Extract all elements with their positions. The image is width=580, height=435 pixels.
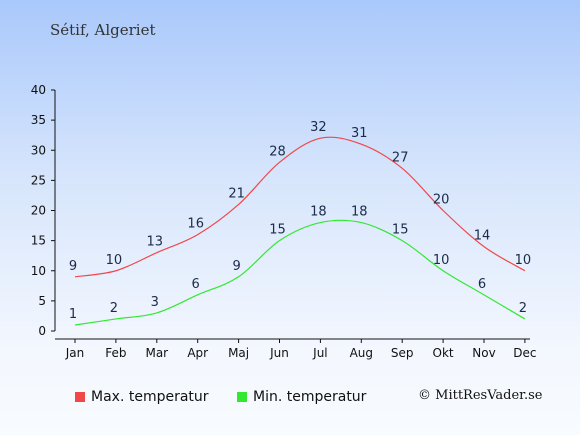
data-label-min: 6 xyxy=(478,277,486,292)
data-label-max: 14 xyxy=(474,229,491,244)
data-label-max: 9 xyxy=(69,259,77,274)
data-label-max: 28 xyxy=(269,144,286,159)
y-tick-label: 35 xyxy=(31,113,46,127)
chart-axes: 0 5 10 15 20 25 30 35 40 Jan Feb Mar Apr Maj Jun Jul Aug… xyxy=(31,83,537,360)
legend-label-max: Max. temperatur xyxy=(91,389,209,405)
y-tick-label: 40 xyxy=(31,83,46,97)
x-tick-label: Jan xyxy=(65,346,85,360)
data-label-min: 3 xyxy=(151,295,159,310)
data-label-max: 32 xyxy=(310,120,327,135)
y-tick-label: 30 xyxy=(31,143,46,157)
data-label-min: 1 xyxy=(69,307,77,322)
x-tick-label: Nov xyxy=(472,346,495,360)
x-tick-label: Apr xyxy=(187,346,208,360)
data-label-min: 2 xyxy=(519,301,527,316)
x-tick-label: Aug xyxy=(350,346,373,360)
data-label-max: 10 xyxy=(106,253,123,268)
y-tick-label: 10 xyxy=(31,264,46,278)
data-label-min: 18 xyxy=(310,205,327,220)
data-label-max: 27 xyxy=(392,150,409,165)
copyright-notice[interactable]: © MittResVader.se xyxy=(418,388,543,403)
y-tick-label: 5 xyxy=(38,294,46,308)
data-label-min: 10 xyxy=(433,253,450,268)
data-label-min: 2 xyxy=(110,301,118,316)
legend-label-min: Min. temperatur xyxy=(253,389,367,405)
x-tick-label: Okt xyxy=(433,346,454,360)
x-tick-label: Maj xyxy=(228,346,249,360)
chart-lines xyxy=(74,136,526,326)
data-label-max: 21 xyxy=(228,186,245,201)
x-tick-label: Feb xyxy=(105,346,126,360)
data-label-max: 20 xyxy=(433,193,450,208)
y-tick-label: 20 xyxy=(31,204,46,218)
legend-item-max: Max. temperatur xyxy=(75,389,209,405)
data-label-max: 16 xyxy=(187,217,204,232)
data-label-min: 6 xyxy=(192,277,200,292)
x-tick-label: Dec xyxy=(513,346,536,360)
y-tick-label: 25 xyxy=(31,173,46,187)
data-label-min: 15 xyxy=(269,223,286,238)
data-label-min: 15 xyxy=(392,223,409,238)
location-title: Sétif, Algeriet xyxy=(50,21,156,39)
legend-swatch-min xyxy=(237,392,247,402)
chart-data-labels: 9 10 13 16 21 28 32 31 27 20 14 10 1 2 3 6 9 15 18 18 15 10 6 2 xyxy=(69,120,531,322)
x-tick-label: Mar xyxy=(145,346,168,360)
x-tick-label: Jul xyxy=(312,346,327,360)
data-label-max: 13 xyxy=(147,235,164,250)
legend-item-min: Min. temperatur xyxy=(237,389,366,405)
data-label-max: 10 xyxy=(515,253,532,268)
x-tick-label: Jun xyxy=(269,346,289,360)
series-line-min xyxy=(74,219,526,326)
y-tick-label: 15 xyxy=(31,234,46,248)
x-tick-label: Sep xyxy=(391,346,414,360)
series-line-max xyxy=(74,136,526,278)
legend-swatch-max xyxy=(75,392,85,402)
data-label-min: 9 xyxy=(232,259,240,274)
data-label-min: 18 xyxy=(351,205,368,220)
y-tick-label: 0 xyxy=(38,324,46,338)
data-label-max: 31 xyxy=(351,126,368,141)
